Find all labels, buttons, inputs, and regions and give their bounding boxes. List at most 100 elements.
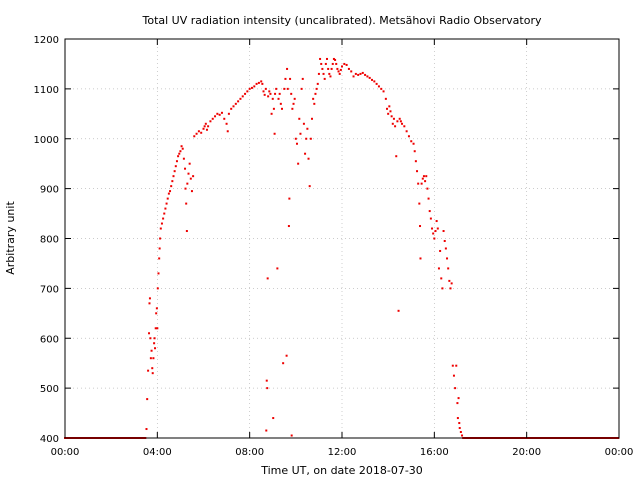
y-tick-label: 1200: [34, 35, 59, 46]
data-point: [451, 364, 454, 367]
data-point: [165, 202, 168, 205]
data-point: [193, 135, 196, 138]
data-point: [330, 67, 333, 70]
data-point: [284, 77, 287, 80]
data-point: [459, 431, 462, 434]
data-point: [426, 187, 429, 190]
data-point: [350, 70, 353, 73]
data-point: [158, 257, 161, 260]
data-point: [267, 95, 270, 98]
data-point: [364, 73, 367, 76]
data-point: [218, 113, 221, 116]
data-point: [162, 217, 165, 220]
data-point: [319, 57, 322, 60]
data-point: [338, 72, 341, 75]
data-point: [327, 67, 330, 70]
data-point: [398, 117, 401, 120]
data-point: [223, 117, 226, 120]
data-point: [151, 372, 154, 375]
data-point: [155, 307, 158, 310]
data-point: [354, 72, 357, 75]
data-point: [184, 167, 187, 170]
x-tick-label: 16:00: [420, 447, 449, 458]
data-point: [295, 142, 298, 145]
data-point: [389, 110, 392, 113]
data-point: [359, 72, 362, 75]
data-point: [298, 117, 301, 120]
data-point: [382, 90, 385, 93]
data-point: [152, 357, 155, 360]
data-point: [174, 165, 177, 168]
data-point: [387, 112, 390, 115]
data-point: [159, 237, 162, 240]
data-point: [345, 63, 348, 66]
data-point: [175, 160, 178, 163]
data-point: [264, 87, 267, 90]
data-point: [255, 82, 258, 85]
data-point: [431, 227, 434, 230]
data-point: [332, 57, 335, 60]
data-point: [167, 192, 170, 195]
data-point: [427, 197, 430, 200]
data-point: [312, 97, 315, 100]
y-tick-label: 500: [40, 384, 59, 395]
data-point: [301, 77, 304, 80]
data-point: [200, 131, 203, 134]
data-point: [446, 257, 449, 260]
data-point: [380, 87, 383, 90]
data-point: [266, 387, 269, 390]
data-point: [216, 112, 219, 115]
data-point: [286, 67, 289, 70]
data-point: [313, 102, 316, 105]
data-point: [185, 202, 188, 205]
data-point: [432, 232, 435, 235]
data-point: [280, 107, 283, 110]
data-point: [230, 107, 233, 110]
chart-title: Total UV radiation intensity (uncalibrat…: [142, 14, 542, 27]
data-point: [272, 417, 275, 420]
data-point: [154, 327, 157, 330]
data-point: [149, 357, 152, 360]
data-point: [421, 177, 424, 180]
data-point: [291, 107, 294, 110]
data-point: [169, 190, 172, 193]
data-point: [268, 90, 271, 93]
data-point: [450, 282, 453, 285]
data-point: [325, 57, 328, 60]
data-point: [209, 120, 212, 123]
data-point: [414, 160, 417, 163]
data-point: [457, 397, 460, 400]
data-point: [309, 137, 312, 140]
data-point: [394, 125, 397, 128]
data-point: [396, 120, 399, 123]
data-point: [156, 287, 159, 290]
data-point: [226, 130, 229, 133]
data-point: [181, 147, 184, 150]
data-point: [334, 58, 337, 61]
data-point: [204, 122, 207, 125]
data-point: [371, 78, 374, 81]
data-point: [323, 77, 326, 80]
data-point: [153, 337, 156, 340]
data-point: [288, 197, 291, 200]
data-point: [368, 76, 371, 79]
data-point: [207, 125, 210, 128]
data-point: [331, 62, 334, 65]
data-point: [148, 332, 151, 335]
data-point: [329, 75, 332, 78]
data-point: [290, 434, 293, 437]
data-point: [180, 145, 183, 148]
data-point: [428, 210, 431, 213]
data-point: [250, 86, 253, 89]
data-point: [159, 227, 162, 230]
data-point: [321, 67, 324, 70]
data-point: [297, 162, 300, 165]
data-point: [260, 80, 263, 83]
data-point: [417, 182, 420, 185]
x-axis-label: Time UT, on date 2018-07-30: [260, 464, 423, 477]
data-point: [299, 132, 302, 135]
data-point: [172, 175, 175, 178]
data-point: [292, 102, 295, 105]
data-point: [336, 67, 339, 70]
data-point: [434, 230, 437, 233]
